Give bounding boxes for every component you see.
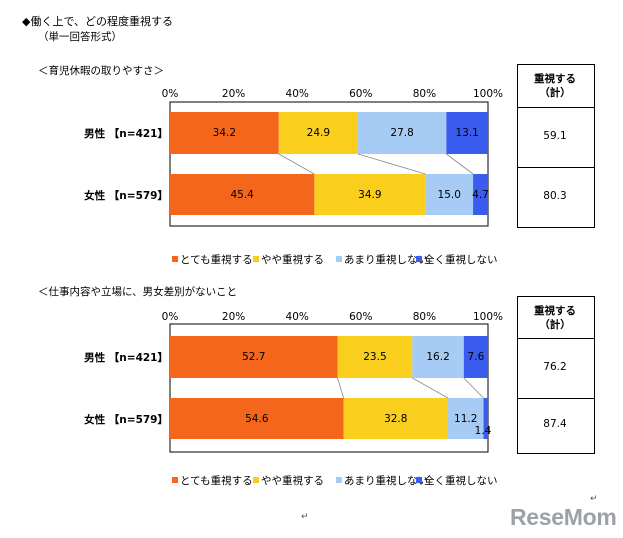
row-label: 女性 【n=579】 (84, 413, 168, 426)
x-tick-label: 80% (412, 88, 437, 100)
plot-frame (169, 323, 489, 453)
bar-segment (337, 336, 413, 378)
x-tick-label: 0% (161, 311, 179, 323)
totals-table (517, 296, 595, 454)
legend-label: とても重視する (180, 475, 253, 487)
total-value: 80.3 (543, 189, 567, 202)
section-title: ＜育児休暇の取りやすさ＞ (38, 65, 164, 77)
row-label: 男性 【n=421】 (84, 352, 168, 364)
legend-swatch (416, 256, 422, 262)
total-value: 87.4 (543, 418, 567, 430)
bar-segment (170, 174, 315, 215)
x-tick-label: 80% (412, 311, 437, 323)
bar-segment (278, 112, 358, 154)
totals-table-header-line2: （計） (539, 87, 571, 99)
x-tick-label: 20% (221, 311, 246, 323)
series-connector-line (357, 153, 426, 175)
series-connector-line (446, 153, 474, 175)
totals-table-divider (517, 167, 595, 168)
x-tick-label: 40% (285, 311, 309, 323)
x-tick-label: 100% (472, 88, 504, 100)
bar-segment (357, 112, 447, 154)
chart-subtitle: （単一回答形式） (38, 31, 122, 43)
bar-segment (425, 174, 474, 215)
bar-value-label: 7.6 (467, 351, 485, 363)
legend-swatch (172, 256, 178, 262)
totals-table-header-line1: 重視する (534, 305, 576, 317)
legend-swatch (253, 477, 259, 483)
bar-value-label: 16.2 (426, 351, 450, 363)
totals-table (517, 64, 595, 228)
bar-value-label: 11.2 (454, 412, 478, 425)
series-connector-line (337, 377, 345, 399)
x-tick-label: 100% (472, 311, 504, 323)
legend-label: やや重視する (261, 475, 324, 487)
bar-value-label: 4.7 (472, 188, 489, 201)
series-connector-line (278, 153, 315, 175)
paragraph-mark: ↵ (590, 494, 598, 504)
legend-label: 全く重視しない (424, 475, 498, 487)
totals-table-divider (517, 338, 595, 339)
legend-label: 全く重視しない (424, 254, 498, 266)
totals-table-header-line2: （計） (539, 319, 571, 331)
bar-segment (170, 336, 338, 378)
bar-value-label: 52.7 (242, 351, 266, 363)
total-value: 59.1 (543, 130, 567, 142)
bar-value-label: 27.8 (390, 127, 414, 139)
bar-segment (473, 174, 488, 215)
bar-segment (483, 398, 488, 439)
x-tick-label: 40% (285, 88, 309, 100)
x-tick-label: 0% (161, 88, 179, 100)
bar-value-label: 13.1 (455, 127, 479, 139)
bar-segment (463, 336, 488, 378)
bar-value-label: 1.4 (474, 425, 492, 437)
bar-segment (343, 398, 448, 439)
legend-swatch (336, 256, 342, 262)
bar-value-label: 15.0 (437, 188, 461, 201)
row-label: 女性 【n=579】 (84, 189, 168, 202)
paragraph-mark: ↵ (301, 512, 309, 522)
legend-label: あまり重視しない (344, 254, 428, 266)
bar-value-label: 34.9 (358, 188, 382, 201)
series-connector-line (463, 377, 484, 399)
legend-swatch (172, 477, 178, 483)
totals-table-header-line1: 重視する (534, 73, 576, 85)
chart-title: ◆働く上で、どの程度重視する (22, 15, 174, 28)
x-tick-label: 20% (221, 88, 246, 100)
bar-value-label: 24.9 (306, 127, 331, 139)
bar-segment (170, 112, 279, 154)
bar-segment (412, 336, 464, 378)
series-connector-line (412, 377, 449, 399)
bar-segment (447, 398, 484, 439)
row-label: 男性 【n=421】 (84, 128, 168, 140)
bar-value-label: 45.4 (230, 188, 254, 201)
resemom-logo: ReseMom (510, 504, 617, 530)
legend-swatch (416, 477, 422, 483)
bar-value-label: 32.8 (384, 412, 408, 425)
legend-swatch (253, 256, 259, 262)
legend-label: やや重視する (261, 254, 324, 266)
plot-frame (169, 101, 489, 227)
totals-table-divider (517, 107, 595, 108)
section-title: ＜仕事内容や立場に、男女差別がないこと (38, 286, 238, 298)
bar-segment (170, 398, 344, 439)
legend-label: あまり重視しない (344, 475, 428, 487)
bar-segment (314, 174, 426, 215)
legend-label: とても重視する (180, 254, 253, 266)
bar-value-label: 54.6 (245, 412, 269, 425)
totals-table-divider (517, 398, 595, 399)
bar-segment (446, 112, 488, 154)
total-value: 76.2 (543, 361, 567, 373)
x-tick-label: 60% (349, 88, 373, 100)
bar-value-label: 23.5 (363, 351, 387, 363)
x-tick-label: 60% (349, 311, 373, 323)
bar-value-label: 34.2 (212, 127, 237, 139)
legend-swatch (336, 477, 342, 483)
